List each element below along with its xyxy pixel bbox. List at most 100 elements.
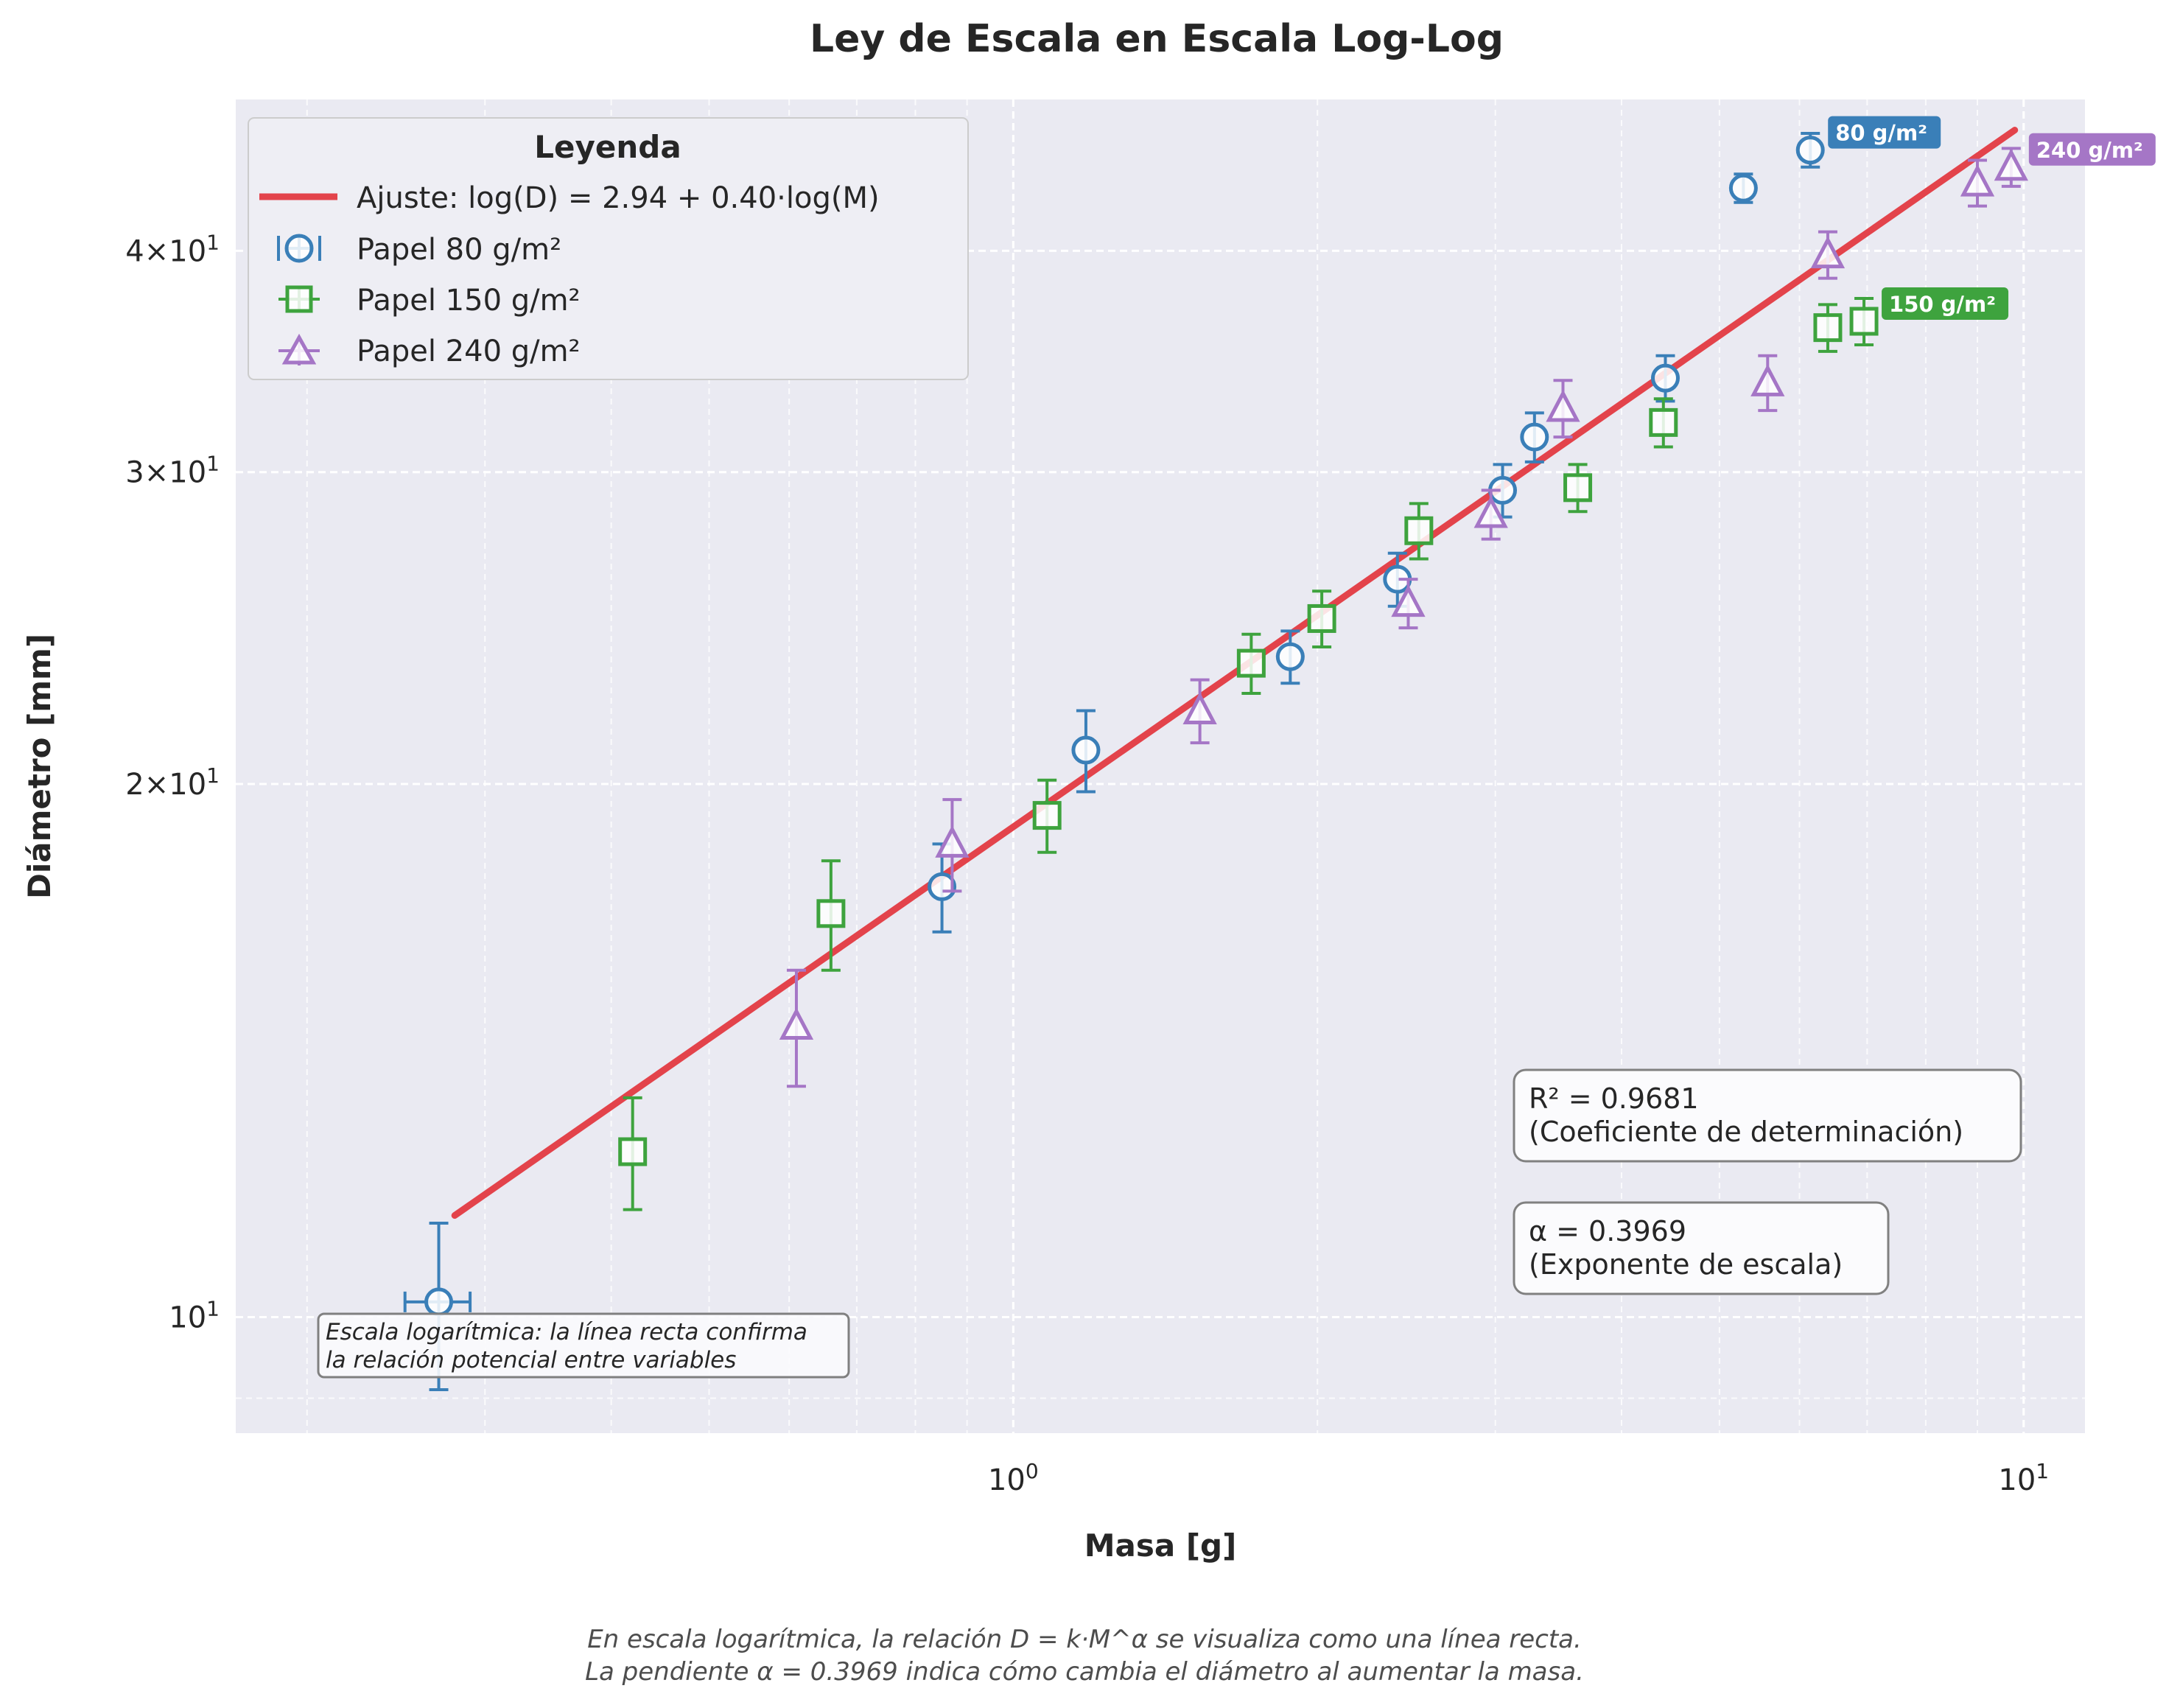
triangle-marker <box>1546 389 1580 422</box>
data-point <box>1307 589 1336 649</box>
point-label: 150 g/m² <box>1882 287 2009 321</box>
triangle-marker <box>1391 584 1426 617</box>
x-tick-exponent: 0 <box>1026 1459 1039 1483</box>
triangle-marker <box>1960 164 1995 197</box>
square-marker <box>1404 516 1434 545</box>
fit-line <box>451 127 2019 1219</box>
r2-description: (Coeficiente de determinación) <box>1529 1116 1963 1148</box>
point-label-badge <box>1828 116 1941 149</box>
point-labels: 80 g/m² 150 g/m² 240 g/m² <box>1828 116 2156 321</box>
x-tick-exponent: 1 <box>2036 1459 2049 1483</box>
data-point <box>1649 397 1678 449</box>
square-marker <box>1849 307 1879 336</box>
data-point <box>1404 502 1434 561</box>
triangle-marker <box>1750 363 1785 396</box>
circle-marker <box>928 872 957 901</box>
legend: Leyenda Ajuste: log(D) = 2.94 + 0.40·log… <box>248 117 969 380</box>
point-label-text: 80 g/m² <box>1835 121 1927 146</box>
square-marker <box>816 899 846 928</box>
data-point <box>1182 678 1217 745</box>
legend-80-label: Papel 80 g/m² <box>357 233 561 267</box>
data-point <box>1032 778 1062 854</box>
circle-marker <box>1275 642 1305 671</box>
y-tick-label: 4×101 <box>125 230 220 268</box>
chart-title: Ley de Escala en Escala Log-Log <box>810 17 1504 61</box>
legend-marker-240 <box>278 333 320 365</box>
caption-line-2: La pendiente α = 0.3969 indica cómo camb… <box>585 1657 1584 1687</box>
data-point <box>1728 172 1758 204</box>
legend-marker-150 <box>278 285 320 313</box>
data-point <box>1813 303 1843 353</box>
data-point <box>1473 489 1508 541</box>
circle-marker <box>1650 363 1680 393</box>
data-point <box>1750 354 1785 413</box>
triangle-marker <box>779 1007 814 1040</box>
data-point <box>1960 158 1995 208</box>
y-tick-exponent: 1 <box>206 763 220 788</box>
data-point <box>1236 632 1266 696</box>
circle-marker <box>1520 422 1549 452</box>
square-marker <box>1307 603 1336 633</box>
square-marker <box>1813 313 1843 343</box>
data-point <box>1546 379 1580 439</box>
y-tick-exponent: 1 <box>206 230 220 254</box>
triangle-marker <box>1810 236 1846 269</box>
note-line-1: Escala logarítmica: la línea recta confi… <box>326 1319 807 1345</box>
square-marker <box>1563 473 1593 503</box>
square-marker <box>1649 407 1678 437</box>
data-point <box>1391 578 1426 630</box>
point-label-text: 150 g/m² <box>1889 292 1996 317</box>
r2-value: R² = 0.9681 <box>1529 1082 1699 1115</box>
alpha-description: (Exponente de escala) <box>1529 1248 1843 1281</box>
y-tick-label: 2×101 <box>125 763 220 802</box>
data-point <box>618 1096 648 1211</box>
r2-annotation: R² = 0.9681 (Coeficiente de determinació… <box>1513 1068 2022 1163</box>
y-tick-label: 3×101 <box>125 452 220 490</box>
log-scale-note: Escala logarítmica: la línea recta confi… <box>317 1312 850 1379</box>
data-point <box>1810 230 1846 280</box>
square-marker <box>1032 801 1062 830</box>
series-square <box>618 297 1879 1211</box>
data-point <box>816 859 846 972</box>
series-triangle <box>779 147 2028 1088</box>
legend-title: Leyenda <box>534 129 681 165</box>
point-label-text: 240 g/m² <box>2036 138 2143 163</box>
y-axis-label: Diámetro [mm] <box>21 634 57 899</box>
square-marker <box>1236 648 1266 678</box>
legend-240-label: Papel 240 g/m² <box>357 335 581 368</box>
alpha-annotation: α = 0.3969 (Exponente de escala) <box>1513 1201 1890 1295</box>
circle-marker <box>1071 735 1101 765</box>
point-label: 240 g/m² <box>2028 133 2156 166</box>
square-marker <box>618 1137 648 1166</box>
data-point <box>1520 411 1549 463</box>
y-tick-exponent: 1 <box>206 452 220 476</box>
point-label-badge <box>2028 133 2156 166</box>
legend-150-label: Papel 150 g/m² <box>357 284 581 318</box>
alpha-value: α = 0.3969 <box>1529 1215 1686 1247</box>
data-point <box>779 968 814 1088</box>
note-line-2: la relación potencial entre variables <box>326 1347 736 1373</box>
data-point <box>1650 354 1680 403</box>
circle-marker <box>424 1287 454 1317</box>
data-point <box>1994 147 2028 188</box>
data-point <box>1563 463 1593 514</box>
point-label: 80 g/m² <box>1828 116 1941 149</box>
caption-line-1: En escala logarítmica, la relación D = k… <box>587 1625 1582 1654</box>
data-point <box>935 798 970 893</box>
circle-marker <box>1795 136 1825 165</box>
x-tick-label: 101 <box>1998 1459 2049 1497</box>
legend-marker-80 <box>277 234 321 263</box>
circle-marker <box>1728 173 1758 203</box>
triangle-marker <box>935 825 970 858</box>
x-axis-label: Masa [g] <box>1084 1527 1237 1564</box>
data-point <box>1071 709 1101 794</box>
data-point <box>1383 551 1412 608</box>
fit-layer <box>451 127 2019 1219</box>
data-point <box>1275 629 1305 685</box>
legend-box <box>248 117 969 380</box>
triangle-marker <box>1994 148 2028 181</box>
triangle-marker <box>1182 692 1217 725</box>
point-label-badge <box>1882 287 2009 321</box>
